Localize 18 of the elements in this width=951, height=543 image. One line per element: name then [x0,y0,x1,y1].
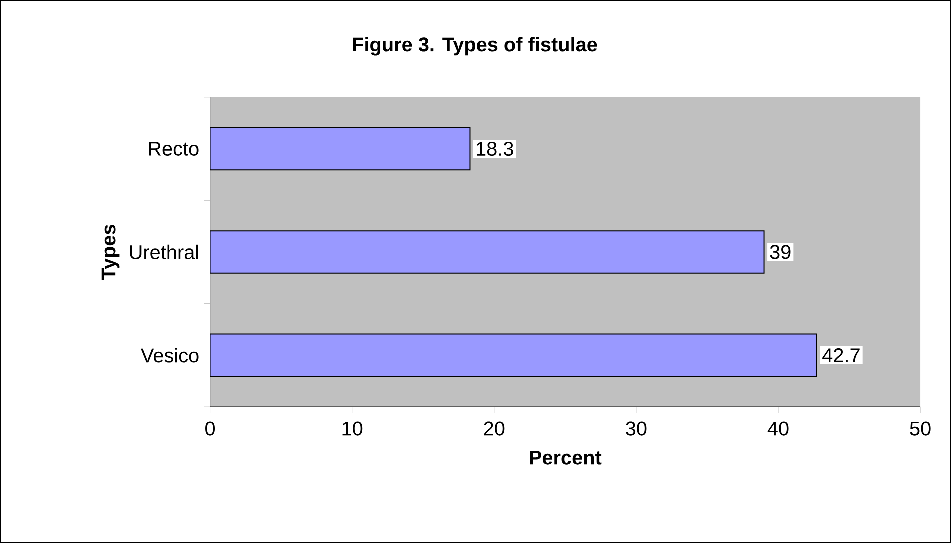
x-axis-title: Percent [530,450,602,465]
y-tick-label: Vesico [141,348,199,363]
data-label: 18.3 [477,142,514,156]
x-tick-label: 10 [342,422,363,436]
x-tick-label: 20 [484,422,505,436]
bar [210,230,765,274]
x-tick-label: 0 [206,422,216,436]
bar [210,127,471,170]
x-tick-label: 50 [910,422,931,436]
data-label: 39 [770,244,791,260]
y-tick-label: Recto [149,142,199,156]
data-label: 42.7 [822,348,860,362]
bar [210,334,818,377]
chart-title: Figure 3. Types of fistulae [353,36,598,56]
x-tick-label: 40 [768,422,789,436]
x-tick-label: 30 [626,422,647,436]
y-axis-title: Types [102,224,120,280]
y-tick-label: Urethral [130,244,198,260]
